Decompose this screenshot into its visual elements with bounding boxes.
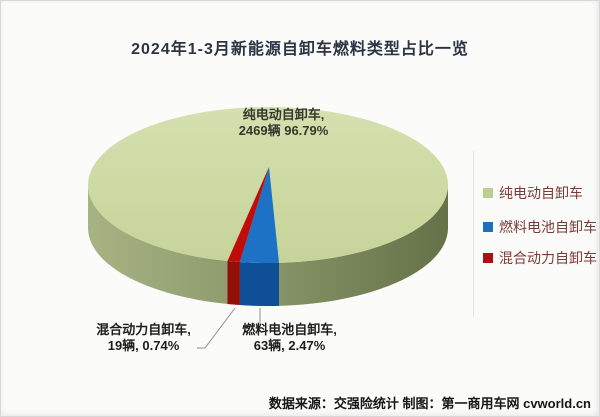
square-swatch-icon xyxy=(483,253,493,263)
pie-slice-hybrid xyxy=(227,167,269,262)
data-label-line: 63辆, 2.47% xyxy=(253,338,326,353)
data-label-line: 纯电动自卸车, xyxy=(242,107,325,122)
data-label-line: 燃料电池自卸车, xyxy=(242,322,337,337)
data-label-pure-electric: 纯电动自卸车, 2469辆 96.79% xyxy=(201,107,366,139)
data-label-line: 混合动力自卸车, xyxy=(96,322,191,337)
legend-item-hybrid: 混合动力自卸车 xyxy=(483,248,597,268)
square-swatch-icon xyxy=(483,222,493,232)
legend-item-pure-electric: 纯电动自卸车 xyxy=(483,183,583,203)
legend-label: 混合动力自卸车 xyxy=(499,252,597,267)
legend-item-fuel-cell: 燃料电池自卸车 xyxy=(483,217,597,237)
leader-line-hybrid xyxy=(197,307,236,349)
pie-side-hybrid xyxy=(227,261,240,305)
data-label-line: 19辆, 0.74% xyxy=(107,338,180,353)
data-label-hybrid: 混合动力自卸车, 19辆, 0.74% xyxy=(61,322,226,354)
chart-legend: 纯电动自卸车 燃料电池自卸车 混合动力自卸车 xyxy=(473,151,599,317)
pie-side-pure-electric xyxy=(88,185,448,306)
data-label-fuel-cell: 燃料电池自卸车, 63辆, 2.47% xyxy=(207,322,372,354)
legend-label: 纯电动自卸车 xyxy=(499,187,583,202)
legend-label: 燃料电池自卸车 xyxy=(499,221,597,236)
pie-slice-fuel-cell xyxy=(239,167,279,264)
pie-side-fuel-cell xyxy=(239,262,279,307)
square-swatch-icon xyxy=(483,188,493,198)
data-label-line: 2469辆 96.79% xyxy=(238,123,329,138)
chart-title: 2024年1-3月新能源自卸车燃料类型占比一览 xyxy=(131,41,469,58)
source-credit: 数据来源：交强险统计 制图：第一商用车网 cvworld.cn xyxy=(268,396,591,411)
